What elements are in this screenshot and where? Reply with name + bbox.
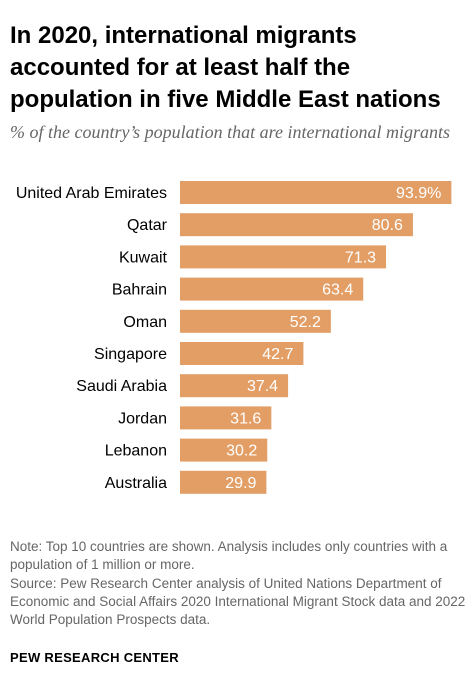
chart-note: Note: Top 10 countries are shown. Analys… bbox=[10, 539, 448, 572]
category-label-jordan: Jordan bbox=[118, 410, 167, 427]
category-label-united-arab-emirates: United Arab Emirates bbox=[16, 185, 167, 202]
bar-oman bbox=[180, 309, 331, 333]
value-label-lebanon: 30.2 bbox=[226, 443, 257, 460]
bar-jordan bbox=[180, 406, 272, 430]
category-label-lebanon: Lebanon bbox=[105, 443, 167, 460]
bar-singapore bbox=[180, 342, 304, 365]
bar-lebanon bbox=[180, 438, 268, 462]
bar-chart: United Arab Emirates 93.9% Qatar 80.6 Kuwait… bbox=[16, 181, 452, 494]
category-label-singapore: Singapore bbox=[94, 346, 167, 363]
category-label-saudi-arabia: Saudi Arabia bbox=[76, 378, 167, 395]
category-label-australia: Australia bbox=[105, 475, 167, 492]
chart-subtitle: % of the country’s population that are i… bbox=[10, 122, 450, 142]
bar-saudi-arabia bbox=[180, 374, 289, 398]
category-label-qatar: Qatar bbox=[127, 217, 168, 234]
value-label-jordan: 31.6 bbox=[230, 410, 261, 427]
value-label-bahrain: 63.4 bbox=[322, 282, 353, 299]
value-label-united-arab-emirates: 93.9% bbox=[396, 185, 441, 202]
value-label-qatar: 80.6 bbox=[372, 217, 403, 234]
chart-source: Source: Pew Research Center analysis of … bbox=[10, 576, 466, 627]
pew-logo: PEW RESEARCH CENTER bbox=[10, 650, 179, 665]
value-label-saudi-arabia: 37.4 bbox=[247, 378, 278, 395]
category-label-oman: Oman bbox=[123, 314, 167, 331]
value-label-singapore: 42.7 bbox=[262, 346, 293, 363]
value-label-kuwait: 71.3 bbox=[345, 249, 376, 266]
bar-qatar bbox=[180, 213, 413, 237]
bar-united-arab-emirates bbox=[180, 181, 452, 204]
bar-bahrain bbox=[180, 277, 364, 301]
bar-australia bbox=[180, 470, 267, 494]
category-label-kuwait: Kuwait bbox=[119, 249, 168, 266]
chart-title: In 2020, international migrants accounte… bbox=[10, 22, 441, 113]
category-label-bahrain: Bahrain bbox=[112, 282, 167, 299]
bar-kuwait bbox=[180, 245, 387, 269]
value-label-oman: 52.2 bbox=[290, 314, 321, 331]
value-label-australia: 29.9 bbox=[225, 475, 256, 492]
